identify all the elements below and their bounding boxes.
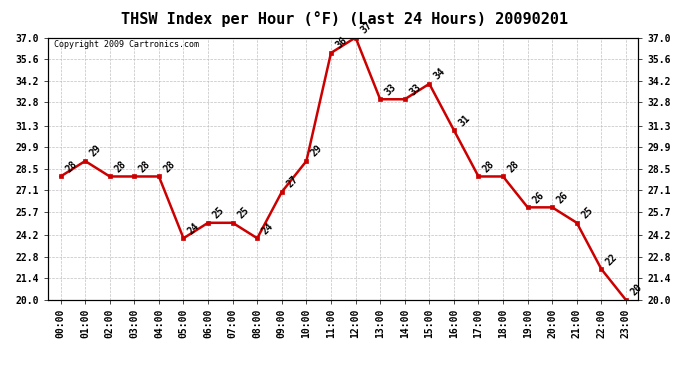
Text: 29: 29 bbox=[88, 144, 103, 159]
Text: 26: 26 bbox=[531, 190, 546, 205]
Text: 25: 25 bbox=[211, 205, 226, 220]
Text: 25: 25 bbox=[235, 205, 251, 220]
Text: 33: 33 bbox=[408, 82, 423, 97]
Text: 33: 33 bbox=[383, 82, 398, 97]
Text: 26: 26 bbox=[555, 190, 571, 205]
Text: THSW Index per Hour (°F) (Last 24 Hours) 20090201: THSW Index per Hour (°F) (Last 24 Hours)… bbox=[121, 11, 569, 27]
Text: 27: 27 bbox=[284, 174, 300, 190]
Text: 24: 24 bbox=[260, 221, 275, 236]
Text: Copyright 2009 Cartronics.com: Copyright 2009 Cartronics.com bbox=[55, 40, 199, 49]
Text: 28: 28 bbox=[63, 159, 79, 174]
Text: 31: 31 bbox=[457, 112, 472, 128]
Text: 28: 28 bbox=[137, 159, 152, 174]
Text: 28: 28 bbox=[506, 159, 521, 174]
Text: 28: 28 bbox=[161, 159, 177, 174]
Text: 36: 36 bbox=[334, 35, 349, 51]
Text: 28: 28 bbox=[481, 159, 497, 174]
Text: 34: 34 bbox=[432, 66, 448, 82]
Text: 22: 22 bbox=[604, 252, 620, 267]
Text: 24: 24 bbox=[186, 221, 201, 236]
Text: 20: 20 bbox=[629, 282, 644, 298]
Text: 37: 37 bbox=[358, 20, 374, 35]
Text: 25: 25 bbox=[580, 205, 595, 220]
Text: 29: 29 bbox=[309, 144, 324, 159]
Text: 28: 28 bbox=[112, 159, 128, 174]
